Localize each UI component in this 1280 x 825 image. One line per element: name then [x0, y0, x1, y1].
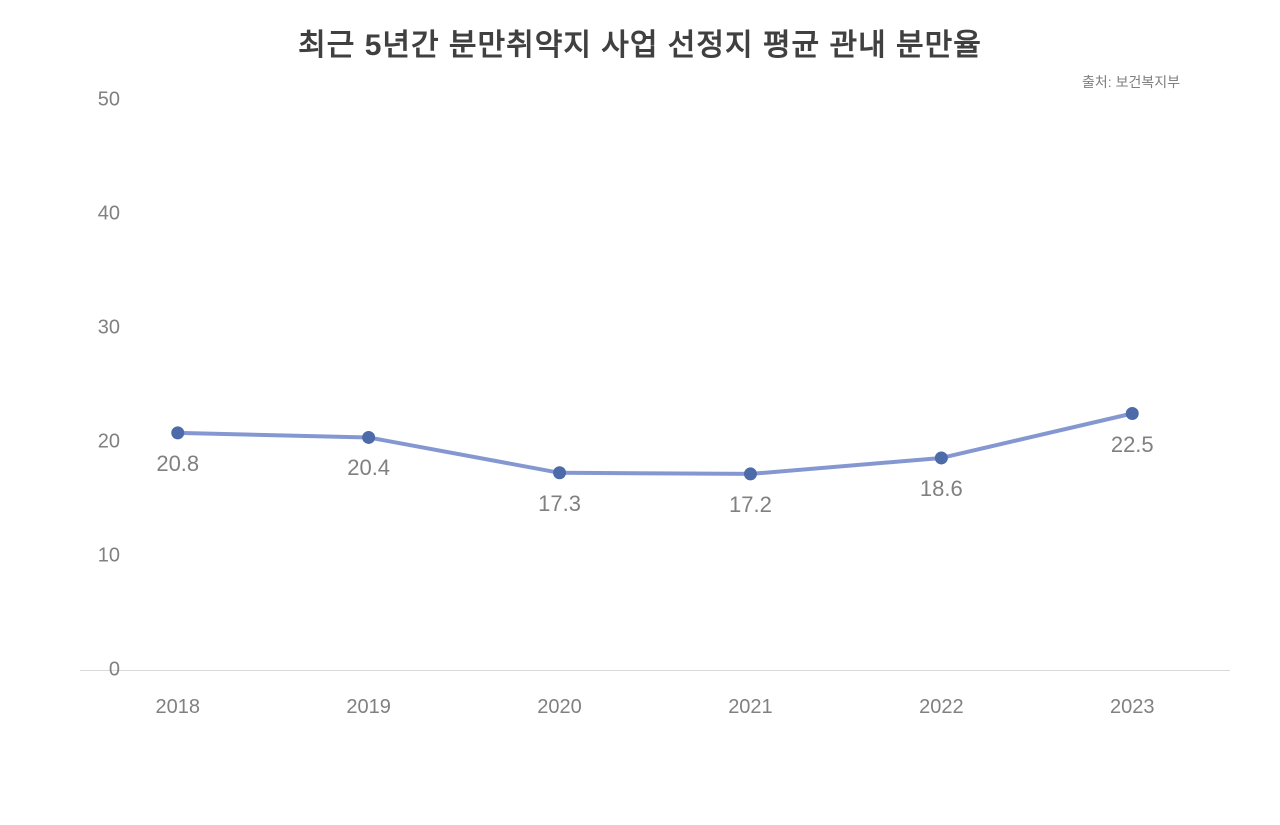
chart-source: 출처: 보건복지부	[1082, 72, 1180, 92]
x-tick-label: 2018	[156, 696, 201, 719]
x-tick-label: 2022	[919, 696, 964, 719]
data-point-marker	[935, 452, 947, 464]
y-tick-label: 50	[70, 89, 120, 112]
data-point-label: 17.3	[538, 491, 581, 517]
x-tick-label: 2019	[346, 696, 391, 719]
data-point-marker	[363, 431, 375, 443]
x-tick-label: 2020	[537, 696, 582, 719]
data-point-marker	[744, 468, 756, 480]
chart-container: 최근 5년간 분만취약지 사업 선정지 평균 관내 분만율 출처: 보건복지부 …	[0, 0, 1280, 825]
data-point-label: 18.6	[920, 476, 963, 502]
data-point-marker	[554, 467, 566, 479]
data-point-label: 17.2	[729, 492, 772, 518]
grid-line	[80, 670, 1230, 671]
x-tick-label: 2021	[728, 696, 773, 719]
data-point-label: 22.5	[1111, 432, 1154, 458]
data-point-marker	[1126, 408, 1138, 420]
data-point-label: 20.4	[347, 455, 390, 481]
y-tick-label: 40	[70, 203, 120, 226]
line-chart-svg	[80, 100, 1230, 670]
data-point-marker	[172, 427, 184, 439]
y-tick-label: 30	[70, 317, 120, 340]
x-tick-label: 2023	[1110, 696, 1155, 719]
y-tick-label: 10	[70, 545, 120, 568]
y-tick-label: 20	[70, 431, 120, 454]
y-tick-label: 0	[70, 659, 120, 682]
chart-title: 최근 5년간 분만취약지 사업 선정지 평균 관내 분만율	[0, 20, 1280, 64]
data-point-label: 20.8	[156, 451, 199, 477]
